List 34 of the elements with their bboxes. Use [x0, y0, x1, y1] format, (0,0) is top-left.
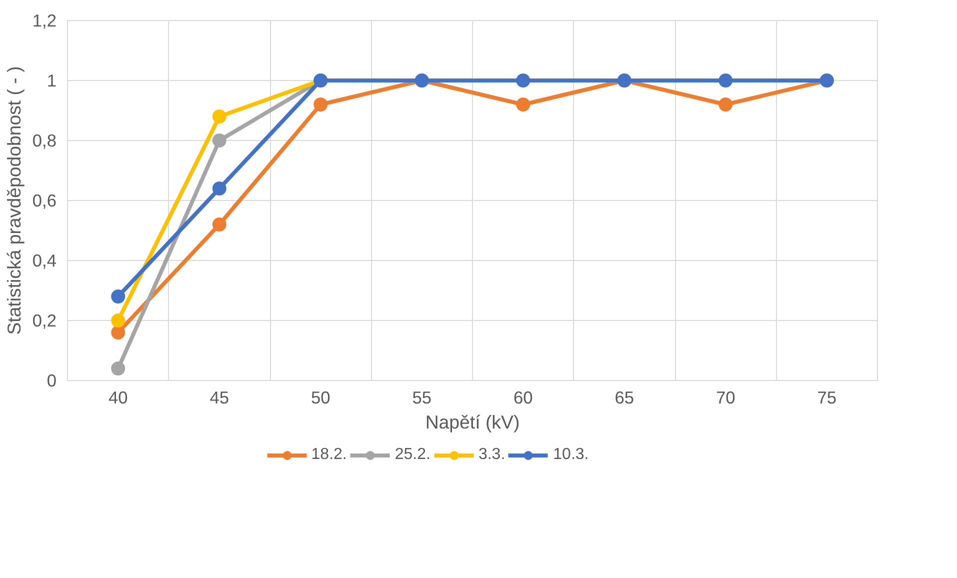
- y-tick-label: 1: [46, 70, 57, 90]
- point: [111, 314, 126, 328]
- legend-label: 25.2.: [394, 446, 430, 464]
- legend-label: 18.2.: [311, 446, 347, 464]
- point: [111, 290, 126, 304]
- y-tick-label: 0,2: [32, 310, 57, 330]
- y-tick-label: 0,6: [32, 190, 57, 210]
- point: [111, 326, 126, 340]
- point: [314, 98, 328, 112]
- y-tick-label: 1,2: [32, 10, 57, 30]
- point: [212, 182, 226, 196]
- x-tick-label: 65: [614, 388, 634, 408]
- x-tick-label: 45: [210, 388, 230, 408]
- x-tick-label: 50: [310, 388, 330, 408]
- point: [111, 362, 126, 376]
- y-tick-label: 0: [46, 370, 57, 390]
- y-tick-label: 0,8: [32, 130, 57, 150]
- legend-label: 3.3.: [478, 446, 506, 464]
- point: [718, 74, 733, 88]
- legend-label: 10.3.: [553, 446, 589, 464]
- x-tick-label: 40: [108, 388, 128, 408]
- point: [212, 134, 226, 148]
- x-tick-label: 55: [412, 388, 432, 408]
- x-tick-label: 60: [513, 388, 533, 408]
- y-tick-label: 0,4: [32, 250, 57, 270]
- point: [718, 98, 733, 112]
- x-axis-title: Napětí (kV): [425, 412, 520, 432]
- x-tick-label: 70: [716, 388, 736, 408]
- x-tick-label: 75: [817, 388, 837, 408]
- point: [212, 110, 226, 124]
- point: [212, 218, 226, 232]
- y-axis-title: Statistická pravděpodobnost ( - ): [3, 66, 24, 335]
- point: [516, 74, 530, 88]
- point: [516, 98, 530, 112]
